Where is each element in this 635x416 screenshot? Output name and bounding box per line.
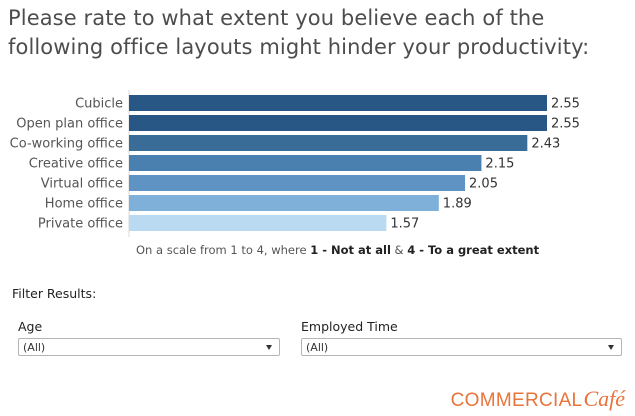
category-label: Virtual office [41,177,123,192]
employed-time-filter-label: Employed Time [301,319,398,334]
caption-bold-low: 1 - Not at all [310,243,391,257]
bar-virtual-office[interactable] [129,175,466,191]
value-label: 1.57 [390,217,419,232]
bar-cubicle[interactable] [129,95,547,111]
scale-caption: On a scale from 1 to 4, where 1 - Not at… [136,243,539,257]
value-label: 2.55 [551,117,580,132]
employed-time-filter: Employed Time (All) [301,319,622,356]
bar-creative-office[interactable] [129,155,482,171]
category-label: Creative office [29,157,123,172]
bar-private-office[interactable] [129,215,387,231]
filter-results-heading: Filter Results: [12,286,97,301]
category-label: Home office [45,197,123,212]
value-label: 2.15 [485,157,514,172]
category-label: Open plan office [16,117,123,132]
age-filter-label: Age [18,319,43,334]
logo-script-text: Café [583,386,625,411]
category-label: Private office [38,217,123,232]
employed-time-select-value: (All) [306,341,329,354]
commercial-cafe-logo: COMMERCIALCafé [451,386,625,412]
chevron-down-icon [608,345,614,350]
value-label: 2.05 [469,177,498,192]
bar-chart: Cubicle 2.55 Open plan office 2.55 Co-workin… [10,90,580,237]
value-label: 1.89 [443,197,472,212]
category-label: Co-working office [10,137,123,152]
chart-title: Please rate to what extent you believe e… [8,6,590,59]
caption-mid: & [390,243,408,257]
bar-home-office[interactable] [129,195,439,211]
bar-co-working-office[interactable] [129,135,528,151]
category-label: Cubicle [75,97,123,112]
value-label: 2.55 [551,97,580,112]
bar-open-plan-office[interactable] [129,115,547,131]
logo-main-text: COMMERCIAL [450,390,583,411]
age-select[interactable]: (All) [18,338,280,356]
employed-time-select[interactable]: (All) [301,338,622,356]
caption-prefix: On a scale from 1 to 4, where [136,243,311,257]
value-label: 2.43 [531,137,560,152]
age-filter: Age (All) [18,319,280,356]
chevron-down-icon [266,345,272,350]
caption-bold-high: 4 - To a great extent [407,243,540,257]
age-select-value: (All) [23,341,46,354]
